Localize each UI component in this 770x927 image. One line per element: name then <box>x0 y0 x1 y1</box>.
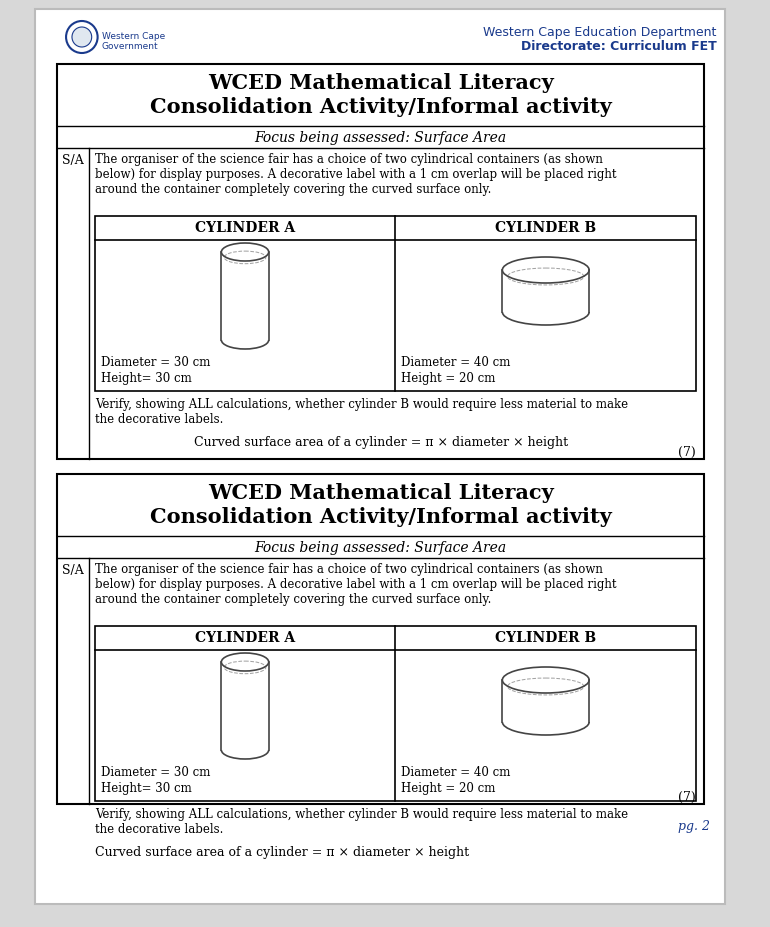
Text: CYLINDER B: CYLINDER B <box>495 221 596 235</box>
Text: Western Cape
Government: Western Cape Government <box>102 32 165 51</box>
Circle shape <box>66 22 98 54</box>
Text: Curved surface area of a cylinder = π × diameter × height: Curved surface area of a cylinder = π × … <box>95 845 469 858</box>
Text: Diameter = 40 cm: Diameter = 40 cm <box>401 356 511 369</box>
Text: Verify, showing ALL calculations, whether cylinder B would require less material: Verify, showing ALL calculations, whethe… <box>95 398 628 425</box>
Text: Western Cape Education Department: Western Cape Education Department <box>484 26 717 39</box>
Text: Directorate: Curriculum FET: Directorate: Curriculum FET <box>521 40 717 53</box>
Text: pg. 2: pg. 2 <box>678 819 710 832</box>
Text: Diameter = 30 cm: Diameter = 30 cm <box>101 765 210 778</box>
Bar <box>221 253 269 340</box>
Text: The organiser of the science fair has a choice of two cylindrical containers (as: The organiser of the science fair has a … <box>95 563 616 605</box>
Text: Focus being assessed: Surface Area: Focus being assessed: Surface Area <box>255 540 507 554</box>
Circle shape <box>72 28 92 48</box>
Text: WCED Mathematical Literacy: WCED Mathematical Literacy <box>208 73 554 93</box>
Text: WCED Mathematical Literacy: WCED Mathematical Literacy <box>208 482 554 502</box>
Text: CYLINDER A: CYLINDER A <box>195 630 295 644</box>
Text: S/A: S/A <box>62 564 84 577</box>
Bar <box>95 217 696 391</box>
Ellipse shape <box>221 654 269 671</box>
Bar <box>95 627 696 801</box>
Text: Height = 20 cm: Height = 20 cm <box>401 781 496 794</box>
Text: Consolidation Activity/Informal activity: Consolidation Activity/Informal activity <box>149 97 611 117</box>
Bar <box>502 680 589 722</box>
Text: CYLINDER B: CYLINDER B <box>495 630 596 644</box>
Text: Curved surface area of a cylinder = π × diameter × height: Curved surface area of a cylinder = π × … <box>193 436 567 449</box>
Text: Focus being assessed: Surface Area: Focus being assessed: Surface Area <box>255 131 507 145</box>
Bar <box>221 662 269 750</box>
Bar <box>57 65 704 460</box>
Text: (7): (7) <box>678 446 696 459</box>
Text: Verify, showing ALL calculations, whether cylinder B would require less material: Verify, showing ALL calculations, whethe… <box>95 807 628 835</box>
Ellipse shape <box>502 667 589 693</box>
Bar <box>502 271 589 312</box>
Bar <box>57 475 704 804</box>
Text: S/A: S/A <box>62 154 84 167</box>
Text: Diameter = 30 cm: Diameter = 30 cm <box>101 356 210 369</box>
Text: The organiser of the science fair has a choice of two cylindrical containers (as: The organiser of the science fair has a … <box>95 153 616 196</box>
Text: (7): (7) <box>678 790 696 803</box>
Text: CYLINDER A: CYLINDER A <box>195 221 295 235</box>
Text: Height= 30 cm: Height= 30 cm <box>101 372 191 385</box>
Text: Height = 20 cm: Height = 20 cm <box>401 372 496 385</box>
Ellipse shape <box>221 244 269 261</box>
Ellipse shape <box>502 258 589 284</box>
Text: Height= 30 cm: Height= 30 cm <box>101 781 191 794</box>
Text: Diameter = 40 cm: Diameter = 40 cm <box>401 765 511 778</box>
Text: Consolidation Activity/Informal activity: Consolidation Activity/Informal activity <box>149 506 611 527</box>
